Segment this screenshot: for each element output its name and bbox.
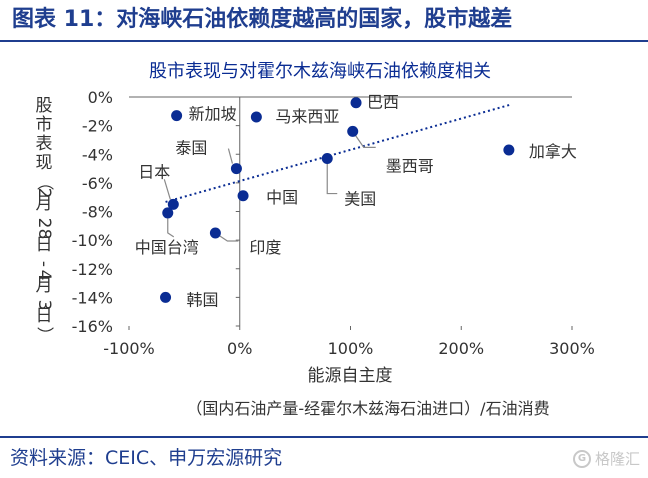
title-divider xyxy=(0,40,648,42)
figure-title: 图表 11：对海峡石油依赖度越高的国家，股市越差 xyxy=(12,7,513,32)
y-tick-label: -8% xyxy=(82,203,113,222)
y-tick-label: -2% xyxy=(82,117,113,136)
x-tick-label: -100% xyxy=(103,339,155,358)
point-label: 韩国 xyxy=(187,290,219,309)
point-label: 日本 xyxy=(138,162,170,181)
y-tick-label: -4% xyxy=(82,145,113,164)
point-label: 巴西 xyxy=(367,93,399,112)
label-leader-line xyxy=(163,179,171,200)
x-tick-label: 0% xyxy=(227,339,252,358)
point-label: 墨西哥 xyxy=(386,156,434,175)
data-point xyxy=(321,153,333,165)
point-label: 泰国 xyxy=(175,139,207,158)
data-point xyxy=(162,207,174,219)
point-label: 新加坡 xyxy=(189,105,237,124)
y-tick-label: -12% xyxy=(72,260,113,279)
x-tick-label: 300% xyxy=(549,339,595,358)
y-label-char: ） xyxy=(34,327,54,344)
y-label-char: 月 xyxy=(36,194,53,214)
y-tick-label: -6% xyxy=(82,174,113,193)
data-point xyxy=(250,111,262,123)
watermark-text: 格隆汇 xyxy=(594,450,640,468)
data-point xyxy=(503,144,515,156)
y-label-char: 2 xyxy=(34,218,54,229)
data-point xyxy=(350,97,362,109)
data-point xyxy=(167,198,179,210)
y-tick-label: -14% xyxy=(72,288,113,307)
point-label: 马来西亚 xyxy=(275,107,339,126)
footer-divider xyxy=(0,436,648,438)
chart-axes: 0% -2% -4% -6% -8% -10% -12% -14% -16% -100% 0% 100… xyxy=(72,88,595,358)
y-label-char: 日 xyxy=(36,235,53,255)
watermark-logo-icon: G xyxy=(572,450,591,468)
chart-title: 股市表现与对霍尔木兹海峡石油依赖度相关 xyxy=(149,61,491,82)
label-leader-line xyxy=(227,148,234,164)
scatter-chart: 股市表现与对霍尔木兹海峡石油依赖度相关 0%-2%-4%-6%-8%-10%-1… xyxy=(34,61,595,418)
point-label: 印度 xyxy=(249,238,281,257)
label-leader-line xyxy=(326,158,338,195)
y-label-char: 市 xyxy=(36,115,53,135)
data-point xyxy=(171,110,183,122)
data-point xyxy=(209,227,221,239)
watermark: G 格隆汇 xyxy=(572,448,640,470)
y-label-char: 现 xyxy=(36,153,53,173)
y-label-char: 8 xyxy=(34,229,54,240)
y-label-char: 股 xyxy=(36,96,53,116)
label-leader-line xyxy=(167,216,175,238)
x-axis-label: 能源自主度 xyxy=(308,366,393,386)
x-tick-label: 200% xyxy=(438,339,484,358)
y-tick-label: -10% xyxy=(72,231,113,250)
data-point xyxy=(230,163,242,175)
y-label-char: 4 xyxy=(34,270,54,281)
point-label: 中国台湾 xyxy=(135,238,199,257)
data-point xyxy=(160,291,172,303)
y-label-char: 2 xyxy=(34,188,54,199)
data-point xyxy=(237,190,249,202)
point-label: 美国 xyxy=(344,190,376,209)
y-label-char: - xyxy=(34,261,54,267)
x-axis-note: （国内石油产量-经霍尔木兹海石油进口）/石油消费 xyxy=(186,399,549,418)
y-label-char: 日 xyxy=(36,306,53,326)
y-label-char: 表 xyxy=(36,134,53,154)
point-label: 中国 xyxy=(266,188,298,207)
y-label-char: 3 xyxy=(34,300,54,311)
y-tick-label: 0% xyxy=(88,88,113,107)
data-point xyxy=(347,125,359,137)
label-leader-line xyxy=(352,131,376,148)
y-label-char: 月 xyxy=(36,276,53,296)
y-label-char: （ xyxy=(34,174,54,191)
point-label: 加拿大 xyxy=(529,142,577,161)
x-tick-label: 100% xyxy=(328,339,374,358)
chart-points xyxy=(160,97,515,303)
source-note: 资料来源：CEIC、申万宏源研究 xyxy=(10,447,283,469)
y-tick-label: -16% xyxy=(72,317,113,336)
